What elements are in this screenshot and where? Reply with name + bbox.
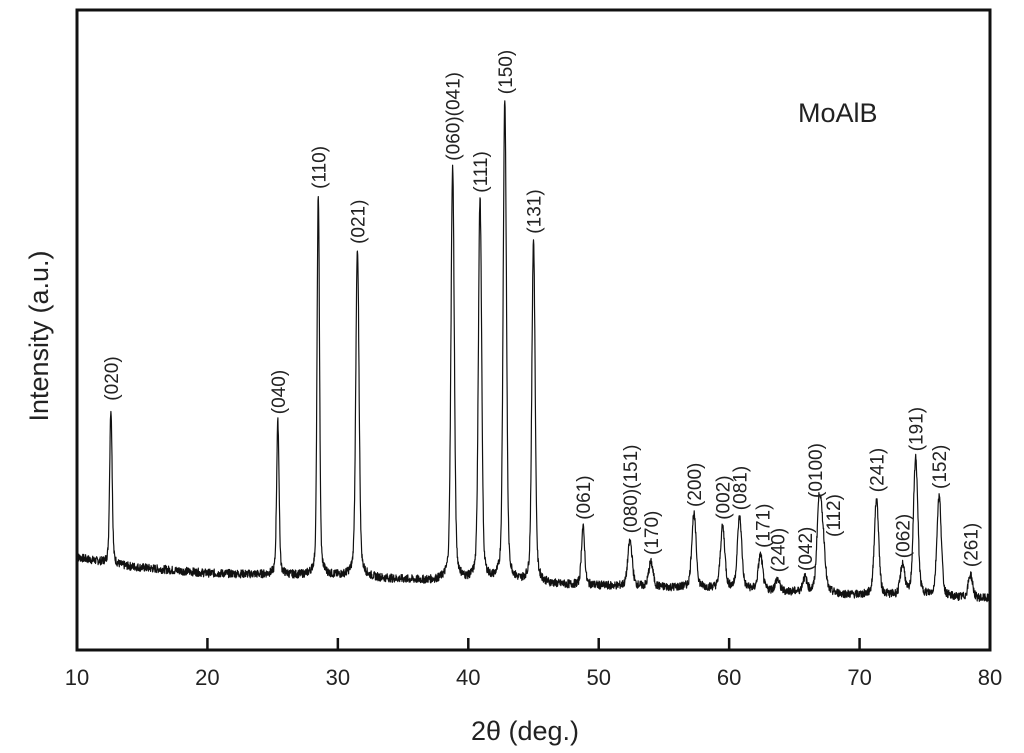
x-tick-label: 70	[847, 665, 871, 690]
x-tick-label: 10	[65, 665, 89, 690]
peak-label: (261)	[961, 523, 982, 567]
peak-label: (200)	[685, 463, 706, 507]
peak-label: (062)	[894, 514, 915, 558]
x-tick-label: 30	[326, 665, 350, 690]
x-tick-label: 80	[978, 665, 1002, 690]
sample-label: MoAlB	[798, 98, 878, 128]
x-tick-label: 50	[586, 665, 610, 690]
peak-label: (150)	[496, 50, 517, 94]
peak-label: (061)	[574, 475, 595, 519]
peak-label: (111)	[471, 151, 492, 193]
peak-label: (110)	[309, 146, 330, 189]
xrd-pattern-line	[76, 100, 991, 603]
x-tick-label: 60	[717, 665, 741, 690]
plot-frame	[75, 8, 992, 652]
peak-label: (131)	[525, 189, 546, 233]
peak-label: (112)	[824, 494, 845, 537]
peak-label: (080)(151)	[621, 444, 642, 533]
y-axis-title: Intensity (a.u.)	[24, 250, 54, 421]
peak-label: (020)	[102, 356, 123, 400]
x-axis-title: 2θ (deg.)	[471, 716, 579, 746]
peak-label: (040)	[269, 370, 290, 414]
peak-label: (081)	[731, 466, 752, 510]
peak-label: (002)	[714, 475, 735, 519]
peak-label: (152)	[930, 445, 951, 489]
x-axis-ticks	[206, 638, 861, 650]
peak-labels: (020) (040) (110) (021) (060)(041) (111) (150)…	[102, 50, 983, 572]
peak-label: (241)	[868, 448, 889, 492]
x-tick-label: 20	[195, 665, 219, 690]
peak-label: (021)	[348, 200, 369, 244]
peak-label: (0100)	[806, 443, 827, 498]
peak-label: (240)	[768, 528, 789, 572]
peak-label: (191)	[907, 407, 928, 451]
peak-label: (042)	[796, 527, 817, 571]
x-axis-tick-labels: 10 20 30 40 50 60 70 80	[65, 665, 1002, 690]
peak-label: (170)	[642, 511, 663, 555]
peak-label: (171)	[753, 504, 774, 548]
x-tick-label: 40	[456, 665, 480, 690]
peak-label: (060)(041)	[444, 72, 465, 161]
